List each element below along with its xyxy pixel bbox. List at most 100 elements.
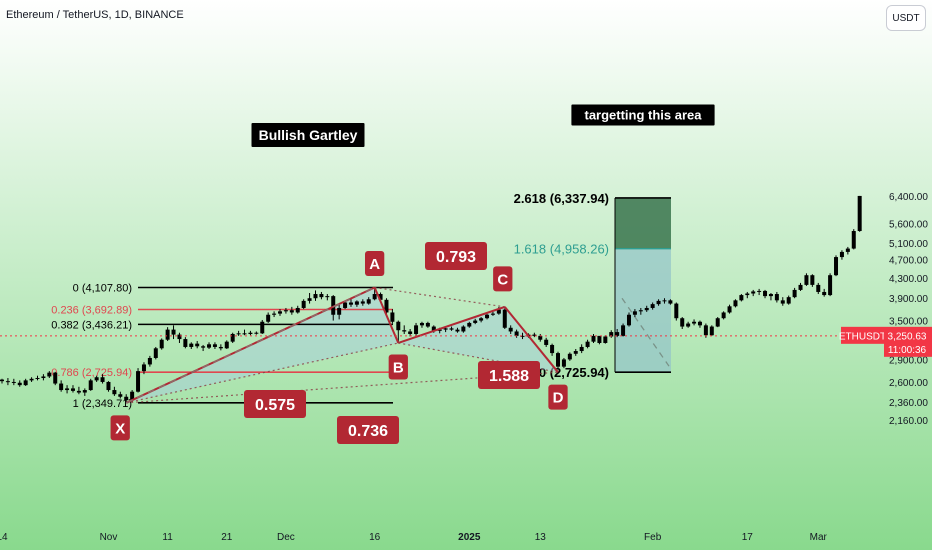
candle-body	[41, 376, 46, 379]
fib-label-2: 0.382 (3,436.21)	[51, 319, 132, 331]
candle-body	[419, 322, 424, 326]
ratio-label-1588-text: 1.588	[489, 368, 529, 385]
pattern-leg-bc	[397, 305, 506, 344]
price-tag-value-box	[884, 326, 932, 357]
candle-body	[561, 359, 566, 367]
candle-body	[585, 341, 590, 347]
candles-projected	[538, 195, 862, 369]
candle-body	[171, 329, 176, 335]
candle-body	[798, 284, 803, 290]
candle-body	[218, 346, 223, 349]
price-tag-symbol: ETHUSDT	[839, 331, 886, 342]
candle-body	[319, 294, 324, 298]
candle-body	[496, 309, 501, 314]
candle-body	[53, 372, 58, 384]
candle-body	[697, 321, 702, 326]
candle-body	[715, 318, 720, 327]
x-tick-label: Nov	[100, 532, 118, 543]
candle-body	[59, 383, 64, 391]
pattern-leg-cd	[503, 306, 559, 373]
pattern-connector-xb	[126, 342, 399, 404]
candle-body	[431, 326, 436, 331]
candle-body	[254, 332, 259, 334]
candle-body	[11, 381, 16, 383]
candle-body	[366, 299, 371, 304]
candle-body	[556, 353, 561, 367]
candle-body	[792, 289, 797, 298]
candle-body	[189, 343, 194, 347]
candle-body	[195, 343, 200, 347]
candle-body	[47, 372, 52, 377]
ratio-label-0575-text: 0.575	[255, 397, 295, 414]
candle-body	[502, 309, 507, 328]
candle-body	[508, 327, 513, 332]
ratio-label-1588: 1.588	[478, 361, 540, 389]
projection-label-1618: 1.618 (4,958.26)	[514, 242, 609, 257]
candle-body	[674, 303, 679, 319]
candle-body	[177, 334, 182, 340]
candle-body	[88, 380, 93, 391]
candle-body	[780, 300, 785, 304]
candle-body	[295, 307, 300, 313]
candle-body	[573, 351, 578, 354]
projection-diagonal	[621, 297, 670, 367]
candle-body	[597, 335, 602, 343]
point-label-b: B	[388, 354, 408, 380]
candle-body	[100, 377, 105, 382]
y-tick-label: 3,900.00	[889, 294, 928, 305]
candle-body	[248, 332, 253, 334]
ratio-label-1588-box	[478, 361, 540, 389]
point-label-c-box	[493, 266, 513, 292]
candle-body	[650, 304, 655, 308]
candle-body	[402, 330, 407, 332]
candle-body	[621, 325, 626, 336]
target-zone-lower	[615, 248, 671, 373]
candle-body	[727, 306, 732, 313]
candle-body	[17, 382, 22, 386]
candle-body	[550, 344, 555, 354]
candle-body	[70, 388, 75, 391]
y-tick-label: 2,360.00	[889, 398, 928, 409]
candle-body	[656, 300, 661, 305]
candle-body	[615, 332, 620, 336]
point-label-b-box	[388, 354, 408, 380]
candle-body	[65, 388, 70, 391]
candle-body	[739, 295, 744, 301]
target-zone-upper	[615, 197, 671, 249]
candle-body	[425, 322, 430, 327]
candle-body	[130, 391, 135, 401]
candle-body	[626, 314, 631, 326]
point-label-d: D	[548, 384, 568, 410]
candle-body	[857, 195, 862, 232]
candle-body	[384, 299, 389, 313]
candle-body	[774, 294, 779, 301]
candle-body	[408, 331, 413, 334]
x-tick-label: 14	[0, 532, 8, 543]
candle-body	[307, 298, 312, 301]
candle-body	[609, 332, 614, 337]
ratio-label-0736-box	[337, 416, 399, 444]
pattern-triangle-xab	[126, 287, 399, 403]
fib-label-1: 0.236 (3,692.89)	[51, 304, 132, 316]
candle-body	[360, 301, 365, 304]
y-tick-label: 2,600.00	[889, 378, 928, 389]
candle-body	[467, 322, 472, 327]
fib-label-4: 1 (2,349.71)	[73, 398, 132, 410]
candle-body	[632, 311, 637, 315]
point-label-a-box	[364, 250, 385, 276]
pattern-connector-ac	[374, 286, 505, 308]
current-price-tag: ETHUSDT 3,250.63 11:00:36	[839, 326, 932, 357]
candle-body	[5, 381, 10, 383]
candle-body	[816, 284, 821, 292]
pattern-name-label: Bullish Gartley	[251, 123, 365, 147]
currency-button[interactable]: USDT	[886, 5, 926, 31]
point-label-d-text: D	[553, 390, 564, 407]
candle-body	[473, 320, 478, 323]
candle-body	[325, 296, 330, 298]
candle-body	[201, 346, 206, 348]
candle-body	[479, 318, 484, 321]
candle-body	[372, 294, 377, 300]
x-tick-label: 2025	[458, 532, 481, 543]
